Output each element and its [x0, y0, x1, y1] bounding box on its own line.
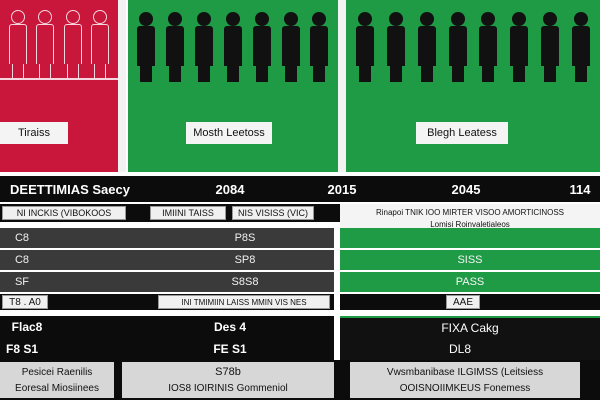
section-row: Flac8 Des 4: [0, 316, 334, 338]
person-icon: [571, 12, 591, 82]
row-value: S8S8: [231, 276, 259, 288]
table-row: C8 SP8: [0, 250, 334, 270]
section-row: DL8: [340, 338, 600, 360]
subheader-note: Rinapoi TNIK IOO MIRTER VISOO AMORTICINO…: [375, 207, 565, 217]
section-row: FIXA Cakg: [340, 316, 600, 338]
bottom-row: Pesicei Raenilis Eoresal Miosiinees S78b…: [0, 360, 600, 400]
subheader-note: Lomisi Roinvaletialeos: [430, 219, 510, 229]
people-silhouette-illustration: [128, 8, 338, 82]
section-value: Des 4: [213, 320, 247, 334]
person-icon: [417, 12, 437, 82]
row-value: SISS: [457, 254, 483, 266]
person-icon: [63, 10, 83, 80]
red-panel: Tiraiss: [0, 0, 118, 172]
person-icon: [478, 12, 498, 82]
row-value: AAE: [446, 295, 480, 309]
panel-divider: [338, 0, 346, 172]
header-cell: 114: [569, 181, 591, 197]
green-panel-right: Blegh Leatess: [346, 0, 600, 172]
header-cell: 2015: [327, 181, 357, 197]
row-label: C8: [14, 232, 30, 244]
row-label: C8: [14, 254, 30, 266]
bottom-cell: Pesicei Raenilis Eoresal Miosiinees: [0, 362, 114, 398]
green-left-label: Mosth Leetoss: [186, 122, 272, 144]
bottom-cell: S78b IOS8 IOIRINIS Gommeniol: [122, 362, 334, 398]
table-row-green: [340, 228, 600, 248]
row-value: SP8: [234, 254, 256, 266]
person-icon: [35, 10, 55, 80]
subheader-cell: NI INCKIS (VIBOKOOS: [2, 206, 126, 220]
people-silhouette-illustration: [346, 8, 600, 82]
person-icon: [281, 12, 301, 82]
subheader-cell: IMIINI TAISS: [150, 206, 226, 220]
person-icon: [309, 12, 329, 82]
person-icon: [194, 12, 214, 82]
bottom-cell-text: OOISNOIIMKEUS Fonemess: [399, 382, 531, 394]
bottom-cell-text: Vwsmbanibase ILGIMSS (Leitsiess: [386, 366, 544, 378]
person-icon: [8, 10, 28, 80]
subheader-row: NI INCKIS (VIBOKOOS IMIINI TAISS NIS VIS…: [0, 204, 340, 222]
person-icon: [90, 10, 110, 80]
header-cell: 2045: [451, 181, 481, 197]
section-value: FIXA Cakg: [441, 321, 499, 335]
person-icon: [509, 12, 529, 82]
bottom-cell-text: S78b: [215, 366, 241, 378]
row-label: SF: [14, 276, 30, 288]
table-row: T8 . A0 INI TMIMIIN LAISS MMIN VIS NES: [0, 294, 334, 310]
green-panel-left: Mosth Leetoss: [128, 0, 338, 172]
table-header-row: DEETTIMIAS Saecy 2084 2015 2045 114: [0, 176, 600, 202]
person-icon: [386, 12, 406, 82]
header-cell: DEETTIMIAS Saecy: [10, 181, 130, 197]
person-icon: [223, 12, 243, 82]
table-row: C8 P8S: [0, 228, 334, 248]
table-row-green: SISS: [340, 250, 600, 270]
bottom-cell: Vwsmbanibase ILGIMSS (Leitsiess OOISNOII…: [350, 362, 580, 398]
table-row-green: PASS: [340, 272, 600, 292]
row-value: P8S: [234, 232, 256, 244]
bottom-cell-text: Eoresal Miosiinees: [15, 382, 99, 394]
person-icon: [355, 12, 375, 82]
red-panel-label: Tiraiss: [0, 122, 68, 144]
row-value: INI TMIMIIN LAISS MMIN VIS NES: [158, 295, 330, 309]
panel-divider: [118, 0, 126, 172]
section-value: FE S1: [213, 342, 247, 356]
person-icon: [448, 12, 468, 82]
section-label: Flac8: [11, 320, 43, 334]
section-value: DL8: [448, 342, 471, 356]
people-outline-illustration: [0, 6, 118, 80]
green-right-label: Blegh Leatess: [416, 122, 508, 144]
person-icon: [165, 12, 185, 82]
subheader-notes: Rinapoi TNIK IOO MIRTER VISOO AMORTICINO…: [340, 204, 600, 232]
table-row: AAE: [340, 294, 600, 310]
bottom-cell-text: Pesicei Raenilis: [21, 366, 93, 378]
row-value: PASS: [455, 276, 485, 288]
bottom-cell-text: IOS8 IOIRINIS Gommeniol: [168, 382, 288, 394]
person-icon: [540, 12, 560, 82]
header-cell: 2084: [215, 181, 245, 197]
baseline-divider: [0, 78, 118, 80]
person-icon: [252, 12, 272, 82]
section-label: F8 S1: [5, 342, 38, 356]
person-icon: [136, 12, 156, 82]
row-label: T8 . A0: [2, 295, 48, 309]
subheader-cell: NIS VISISS (VIC): [232, 206, 314, 220]
section-row: F8 S1 FE S1: [0, 338, 334, 360]
table-row: SF S8S8: [0, 272, 334, 292]
